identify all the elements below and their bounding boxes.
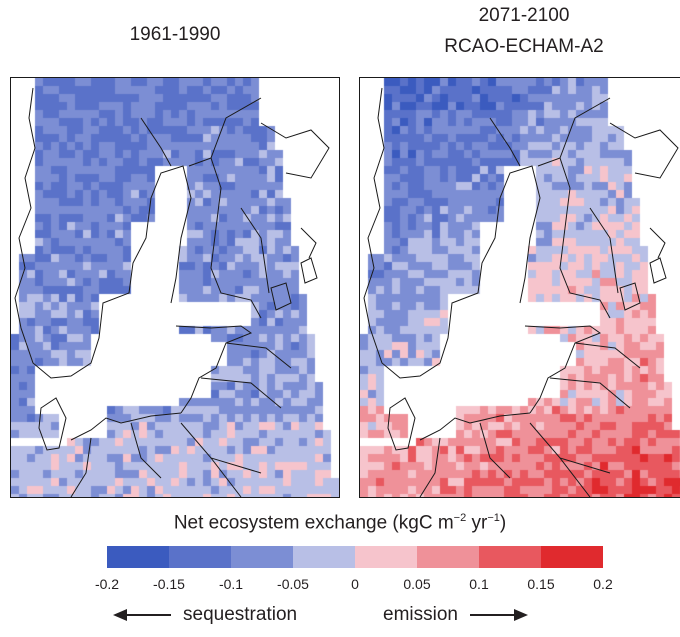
colorbar-swatch	[169, 546, 231, 568]
colorbar-tick-label: 0.1	[469, 576, 489, 592]
coastline-path	[589, 207, 619, 294]
coastline-path	[524, 325, 602, 414]
coastline-path	[70, 412, 182, 441]
coastline-path	[609, 122, 679, 179]
sequestration-label: sequestration	[183, 604, 298, 625]
coastline-path	[529, 422, 611, 474]
colorbar-swatch	[541, 546, 603, 568]
coastline-path	[549, 377, 631, 409]
coastline-path	[300, 257, 318, 284]
legend-title: Net ecosystem exchange (kgC m−2 yr−1)	[173, 512, 507, 534]
colorbar-tick-label: -0.05	[277, 576, 309, 592]
coastline-path	[175, 325, 253, 414]
emission-label: emission	[383, 604, 458, 625]
coastline-path	[270, 282, 292, 311]
coastline-path	[70, 437, 92, 497]
coastline-path	[188, 157, 262, 319]
coastline-path	[38, 397, 67, 451]
colorbar-tick-label: -0.15	[153, 576, 185, 592]
coastline-path	[14, 87, 192, 379]
coastline-path	[387, 397, 416, 451]
colorbar-tick-label: 0	[351, 576, 359, 592]
coastline-path	[200, 377, 282, 409]
nee-grid-baseline	[11, 78, 339, 497]
colorbar-swatch	[417, 546, 479, 568]
coastline-path	[574, 342, 641, 369]
coastline-path	[140, 117, 172, 167]
coastline-path	[479, 422, 511, 479]
coastline-path	[260, 122, 330, 179]
panel-title-scenario-model: RCAO-ECHAM-A2	[444, 36, 604, 57]
coastline-path	[489, 117, 521, 167]
coastline-path	[130, 422, 162, 479]
colorbar-tick-label: -0.1	[218, 576, 244, 592]
right-arrow-icon	[469, 609, 528, 621]
coastline-path	[363, 87, 541, 379]
coastline-path	[240, 207, 270, 294]
coastline-path	[559, 97, 611, 159]
panel-title-baseline: 1961-1990	[129, 24, 221, 45]
colorbar-swatch	[231, 546, 293, 568]
colorbar-swatch	[107, 546, 169, 568]
coastline-path	[210, 457, 242, 497]
map-panel-scenario	[359, 77, 680, 498]
coastline-path	[300, 227, 317, 259]
panel-title-scenario-period: 2071-2100	[478, 5, 570, 26]
colorbar	[107, 546, 603, 568]
coastline-path	[559, 457, 591, 497]
colorbar-swatch	[355, 546, 417, 568]
coastline-path	[649, 227, 666, 259]
map-panel-baseline	[10, 77, 340, 498]
coastline-path	[419, 437, 441, 497]
coastline-overlay-baseline	[14, 87, 330, 497]
sequestration-indicator: sequestration	[113, 603, 297, 627]
colorbar-swatch	[293, 546, 355, 568]
colorbar-tick-label: -0.2	[94, 576, 120, 592]
coastline-path	[619, 282, 641, 311]
colorbar-tick-label: 0.2	[593, 576, 613, 592]
colorbar-tick-label: 0.15	[527, 576, 555, 592]
coastline-path	[180, 422, 262, 474]
coastline-path	[225, 342, 292, 369]
coastline-path	[419, 412, 531, 441]
coastline-path	[649, 257, 667, 284]
coastline-overlay-scenario	[363, 87, 679, 497]
colorbar-tick-label: 0.05	[403, 576, 431, 592]
left-arrow-icon	[113, 609, 171, 621]
coastline-path	[210, 97, 262, 159]
coastline-path	[537, 157, 611, 319]
colorbar-swatch	[479, 546, 541, 568]
emission-indicator: emission	[383, 603, 528, 627]
